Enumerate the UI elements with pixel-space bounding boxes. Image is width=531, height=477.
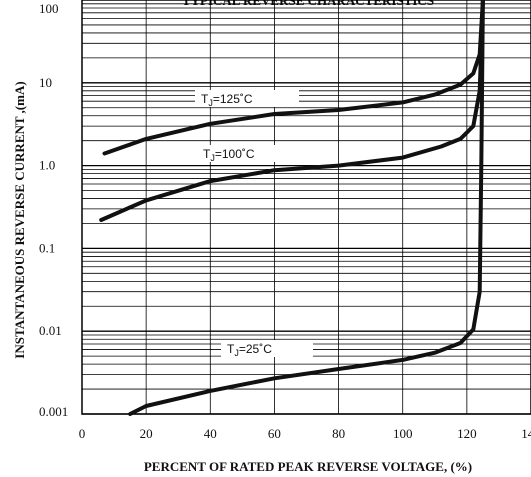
x-tick-label: 120 <box>457 426 477 441</box>
x-tick-label: 60 <box>268 426 281 441</box>
y-tick-label: 0.1 <box>39 240 55 255</box>
x-axis-label: PERCENT OF RATED PEAK REVERSE VOLTAGE, (… <box>144 459 472 474</box>
curve-label-main: T <box>227 342 235 356</box>
y-tick-label: 1.0 <box>39 158 55 173</box>
x-tick-label: 40 <box>204 426 217 441</box>
y-tick-label: 100 <box>39 1 59 16</box>
y-axis-label: INSTANTANEOUS REVERSE CURRENT ,(mA) <box>12 81 27 358</box>
curve-label-2: TJ=25˚C <box>227 342 272 358</box>
curve-label-subscript: J <box>234 348 239 358</box>
curve-label-bg-1 <box>197 145 297 162</box>
curve-label-rest: =25˚C <box>239 342 272 356</box>
curve-label-0: TJ=125˚C <box>201 92 253 108</box>
x-tick-label: 100 <box>393 426 413 441</box>
y-tick-label: 0.001 <box>39 404 68 419</box>
series-layer <box>99 0 485 416</box>
grid-layer <box>82 0 531 415</box>
series-line-0 <box>102 0 485 156</box>
y-tick-label: 0.01 <box>39 323 62 338</box>
curve-label-bg-2 <box>221 340 313 357</box>
plot-area-border <box>81 0 531 415</box>
curve-label-main: T <box>203 147 211 161</box>
curve-label-subscript: J <box>208 98 213 108</box>
series-line-1 <box>99 0 485 222</box>
tick-layer: 0 20 40 60 80 100 120 140 0.001 0.01 0.1 1.0 10 100 <box>39 1 531 441</box>
curve-label-rest: =125˚C <box>213 92 253 106</box>
x-tick-label: 0 <box>79 426 86 441</box>
x-tick-label: 80 <box>332 426 345 441</box>
curve-label-bg-0 <box>195 90 299 107</box>
series-line-2 <box>128 0 485 416</box>
curve-label-subscript: J <box>210 153 215 163</box>
x-tick-label: 140 <box>521 426 531 441</box>
curve-label-main: T <box>201 92 209 106</box>
curve-label-1: TJ=100˚C <box>203 147 255 163</box>
y-tick-label: 10 <box>39 75 52 90</box>
curve-label-layer: TJ=125˚CTJ=100˚CTJ=25˚C <box>195 90 313 358</box>
curve-label-rest: =100˚C <box>215 147 255 161</box>
x-tick-label: 20 <box>140 426 153 441</box>
plot-frame <box>81 0 531 415</box>
